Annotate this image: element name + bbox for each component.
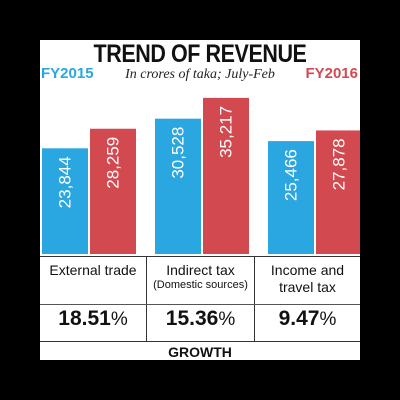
growth-unit: % — [110, 309, 128, 330]
growth-income-travel-tax: 9.47% — [255, 307, 360, 339]
bar-label-fy2015-0: 23,844 — [56, 156, 75, 208]
chart-panel: TREND OF REVENUE In crores of taka; July… — [40, 40, 360, 360]
bar-label-fy2016-0: 28,259 — [104, 137, 123, 189]
bar-fy2016-0 — [90, 128, 136, 254]
growth-unit: % — [319, 309, 337, 330]
growth-external-trade: 18.51% — [40, 307, 146, 339]
category-label: External trade — [49, 262, 137, 278]
chart-subtitle: In crores of taka; July-Feb — [125, 67, 275, 82]
bar-fy2015-2 — [268, 141, 314, 254]
category-income-travel-tax: Income and travel tax — [255, 256, 360, 346]
category-indirect-tax: Indirect tax (Domestic sources) — [147, 256, 254, 346]
bar-fy2015-1 — [155, 118, 201, 254]
table-divider-3 — [146, 305, 147, 341]
category-label: Income and travel tax — [270, 262, 345, 295]
bar-label-fy2016-1: 35,217 — [217, 106, 236, 158]
legend-fy2015: FY2015 — [41, 65, 94, 82]
growth-value: 9.47 — [278, 307, 320, 330]
bar-fy2015-0 — [42, 148, 88, 254]
bar-label-fy2015-2: 25,466 — [282, 149, 301, 201]
legend-fy2016: FY2016 — [305, 65, 358, 82]
category-external-trade: External trade — [40, 256, 146, 346]
category-label: Indirect tax — [166, 262, 235, 278]
bar-chart: 23,844 28,259 30,528 35,217 25,466 27,878 — [42, 97, 360, 254]
table-divider-1 — [146, 256, 147, 304]
chart-title: TREND OF REVENUE — [93, 40, 307, 68]
bar-fy2016-2 — [316, 130, 360, 254]
bar-label-fy2015-1: 30,528 — [169, 127, 188, 179]
table-mid-rule — [40, 304, 360, 305]
category-table: External trade Indirect tax (Domestic so… — [40, 256, 360, 360]
growth-value: 15.36 — [165, 307, 219, 330]
growth-value: 18.51 — [58, 307, 111, 330]
growth-label: GROWTH — [168, 344, 232, 360]
table-top-rule — [40, 256, 360, 257]
table-divider-4 — [254, 305, 255, 341]
growth-indirect-tax: 15.36% — [147, 307, 254, 339]
category-sublabel: (Domestic sources) — [153, 279, 248, 291]
growth-unit: % — [218, 309, 236, 330]
table-divider-2 — [254, 256, 255, 304]
bar-label-fy2016-2: 27,878 — [330, 138, 349, 190]
bar-fy2016-1 — [203, 97, 249, 254]
table-bottom-rule — [40, 341, 360, 342]
